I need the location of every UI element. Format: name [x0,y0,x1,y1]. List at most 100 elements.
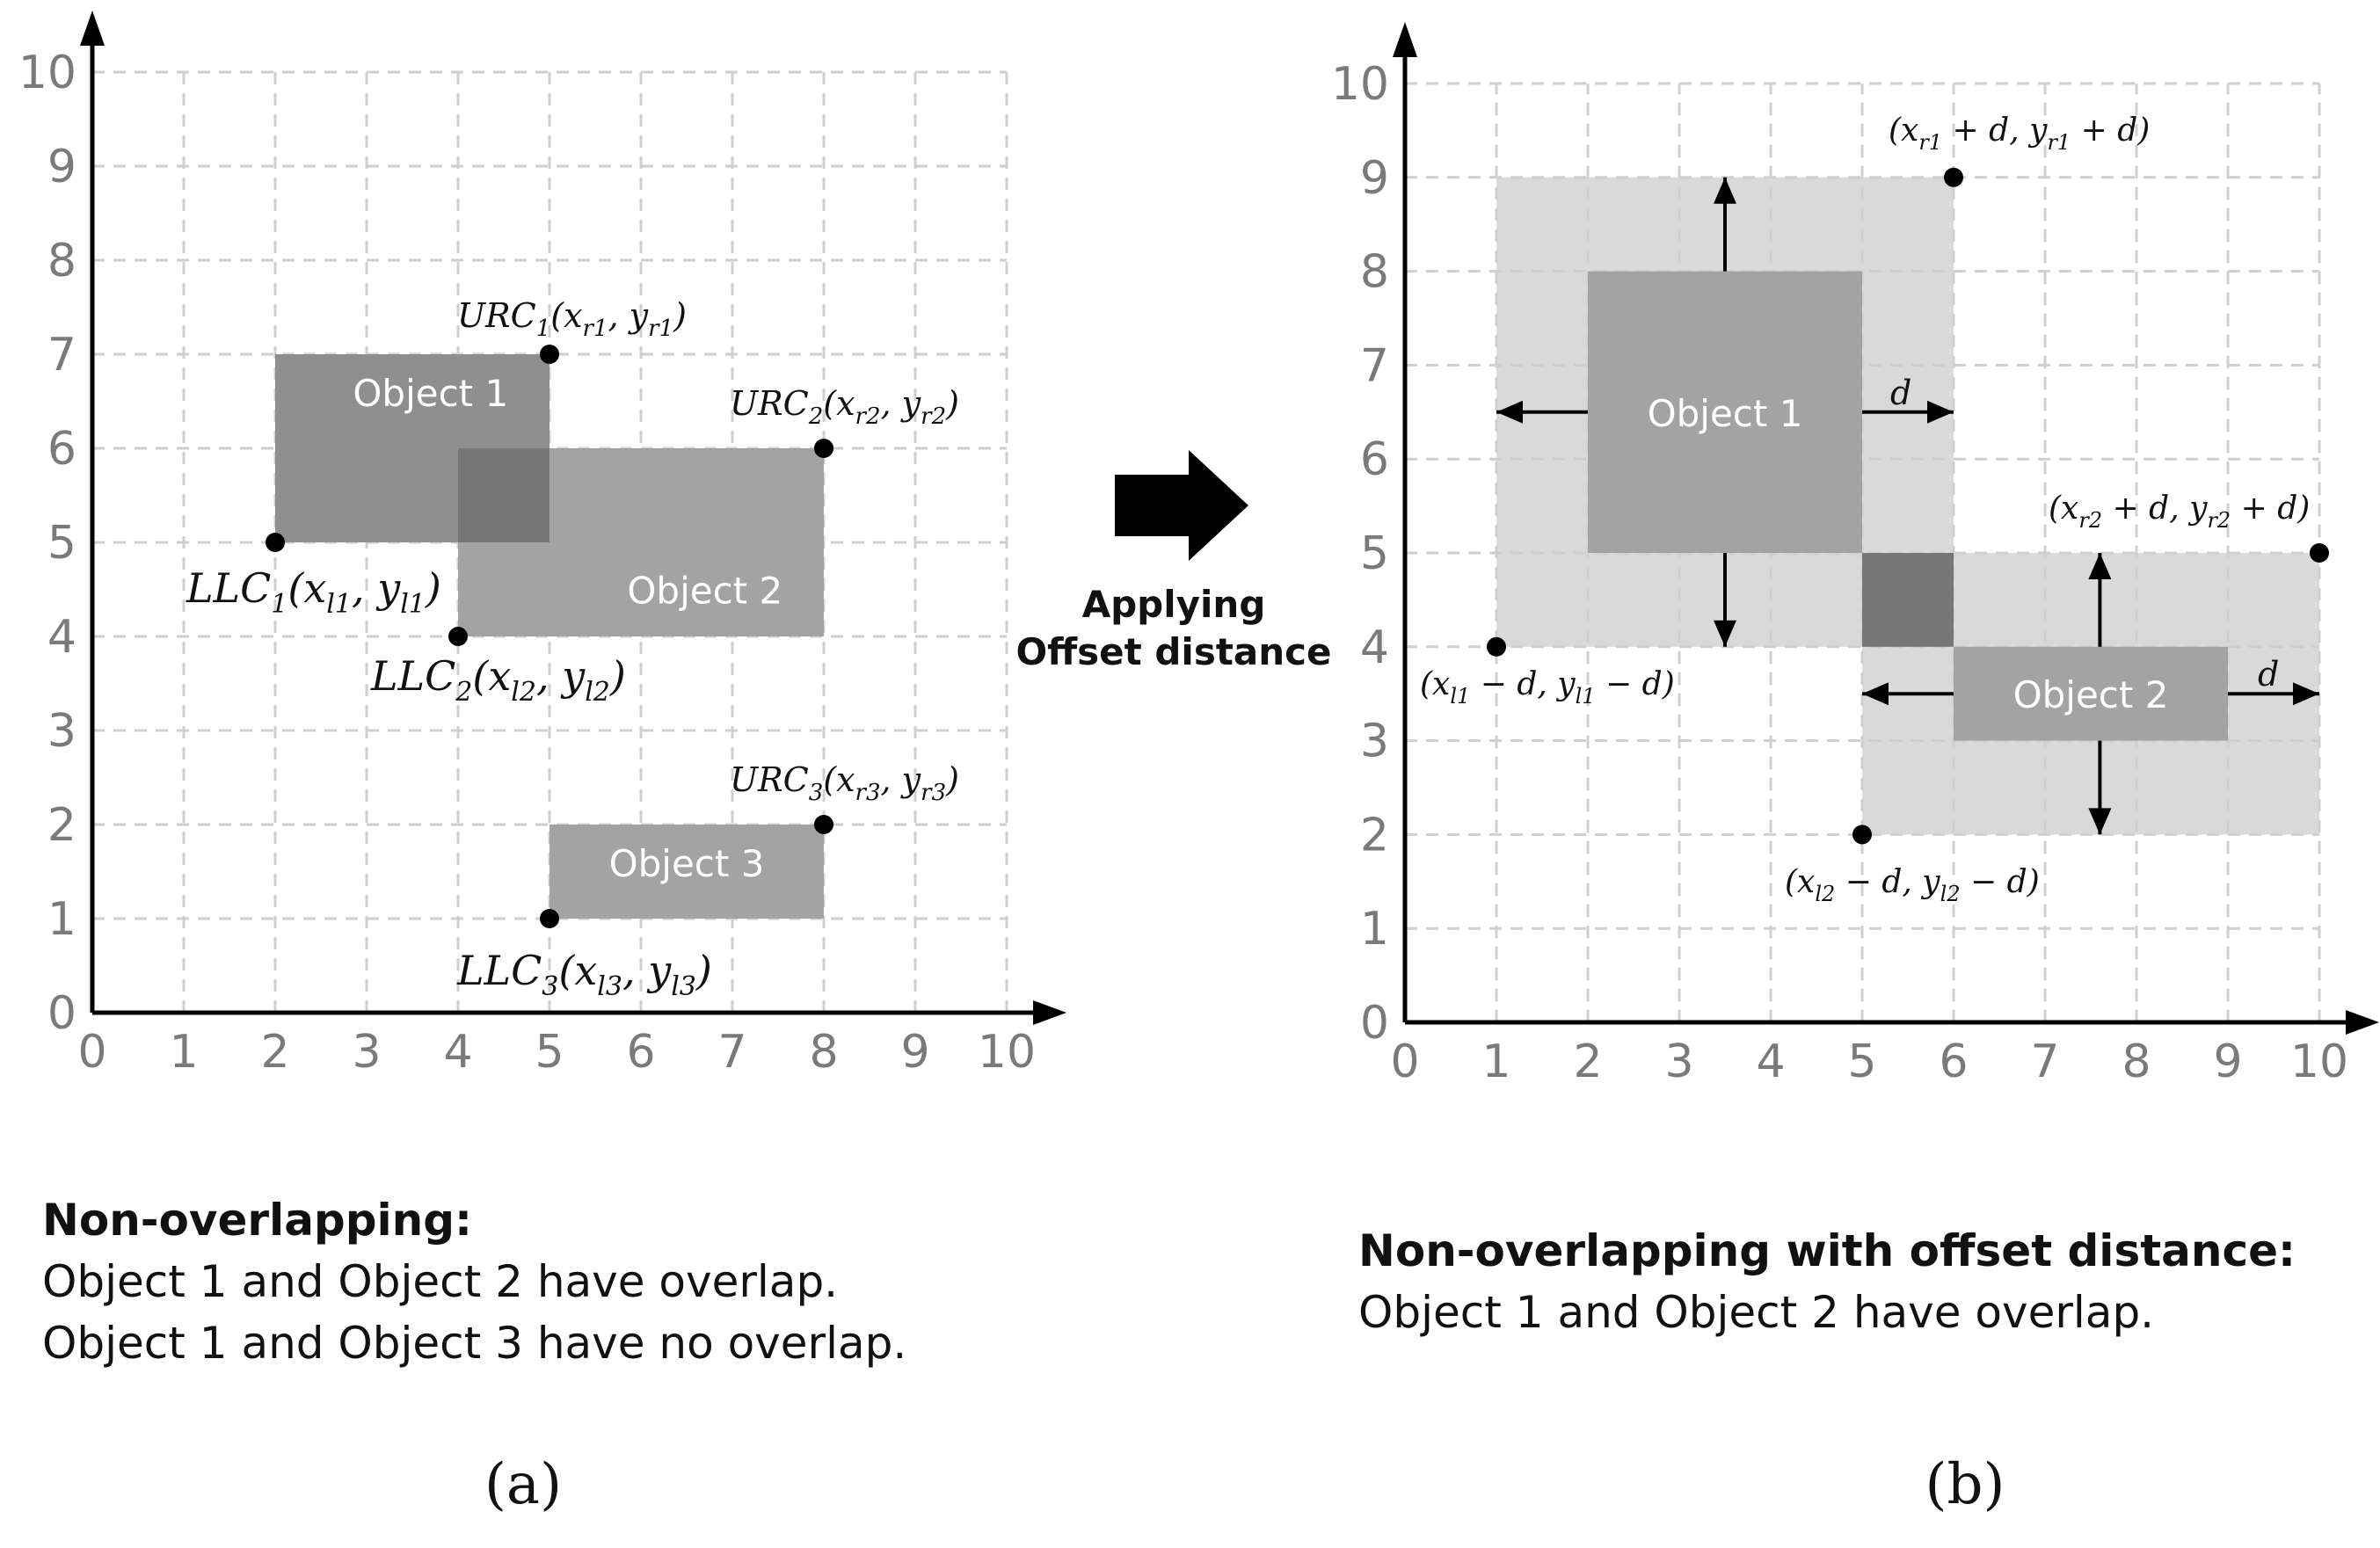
x-tick-label: 4 [443,1026,472,1079]
offset-urc2-point [2310,543,2329,563]
urc2-point [814,439,833,458]
y-tick-label: 9 [1360,152,1389,205]
overlap-region [1862,553,1954,647]
object-2-label: Object 2 [2013,673,2169,716]
transition-label-line2: Offset distance [1015,630,1331,673]
y-axis-arrow-icon [1393,22,1417,57]
x-tick-label: 9 [900,1026,929,1079]
y-tick-label: 5 [1360,527,1389,580]
x-axis-arrow-icon [2346,1010,2379,1035]
offset-urc1-point [1944,167,1963,187]
panel-b-offset-arrows [1496,177,2319,835]
x-tick-label: 8 [809,1026,838,1079]
panel-b-plot: Object 1 Object 2 00 1 1 2 2 3 3 4 4 5 5 6 6 7 7 8 8 9 9 10 1… [1331,22,2379,1088]
panel-a-points [266,345,833,928]
offset-llc2-label: (xl2 − d, yl2 − d) [1785,864,2040,906]
transition-label-line1: Applying [1082,583,1266,626]
llc2-label: LLC2(xl2, yl2) [370,652,626,708]
llc3-point [540,909,559,928]
overlap-region [458,448,550,542]
x-tick-label: 4 [1756,1036,1785,1088]
x-tick-label: 2 [260,1026,289,1079]
x-tick-label: 5 [535,1026,564,1079]
x-tick-label: 3 [352,1026,381,1079]
caption-a-line-1: Object 1 and Object 2 have overlap. [42,1256,838,1307]
y-tick-label: 6 [47,423,76,476]
y-tick-label: 1 [47,893,76,946]
x-tick-label: 7 [717,1026,746,1079]
panel-b-rects: Object 1 Object 2 [1588,271,2228,741]
object-1-label: Object 1 [353,372,508,415]
object-1-arrow-down-head-icon [1714,620,1736,647]
y-tick-label: 0 [47,987,76,1040]
panel-a-axes [80,11,1066,1025]
y-tick-label: 8 [1360,246,1389,299]
caption-a-title: Non-overlapping: [42,1195,472,1246]
x-tick-label: 1 [1481,1036,1510,1088]
panel-b-ticks: 00 1 1 2 2 3 3 4 4 5 5 6 6 7 7 8 8 9 9 10 10 [1331,58,2348,1088]
offset-d-label-2: d [2258,655,2279,694]
urc3-point [814,815,833,834]
x-tick-label: 6 [1939,1036,1968,1088]
object-1-arrow-right-head-icon [1927,400,1954,424]
caption-b: Non-overlapping with offset distance: Ob… [1358,1225,2296,1338]
y-tick-label: 4 [1360,621,1389,674]
object-3-rect [550,825,824,919]
x-tick-label: 10 [2290,1036,2348,1088]
x-tick-label: 3 [1664,1036,1693,1088]
panel-b-label: (b) [1925,1452,2005,1517]
panel-a-annotations: URC1(xr1, yr1) URC2(xr2, yr2) LLC1(xl1, … [186,296,959,1002]
x-tick-label: 2 [1573,1036,1602,1088]
object-1-arrow-left-head-icon [1496,400,1523,424]
object-2-arrow-right-head-icon [2293,682,2319,706]
y-tick-label: 7 [1360,339,1389,392]
x-tick-label: 0 [1390,1036,1419,1088]
offset-llc1-label: (xl1 − d, yl1 − d) [1420,666,1675,709]
object-2-arrow-down-head-icon [2088,808,2112,835]
urc1-point [540,345,559,364]
y-tick-label: 2 [1360,809,1389,861]
x-tick-label: 8 [2122,1036,2151,1088]
x-tick-label: 1 [169,1026,198,1079]
y-tick-label: 8 [47,235,76,287]
y-axis-arrow-icon [80,11,105,46]
right-arrow-icon [1115,450,1248,561]
offset-urc1-label: (xr1 + d, yr1 + d) [1889,113,2150,155]
object-2-rect [1954,646,2228,741]
offset-llc1-point [1487,636,1506,657]
offset-d-label-1: d [1890,374,1911,412]
panel-a-rects: Object 1 Object 2 Object 3 [275,354,824,919]
caption-a: Non-overlapping: Object 1 and Object 2 h… [42,1195,906,1369]
y-tick-label: 9 [47,141,76,193]
urc3-label: URC3(xr3, yr3) [730,760,959,806]
urc2-label: URC2(xr2, yr2) [730,384,959,430]
offset-urc2-label: (xr2 + d, yr2 + d) [2049,491,2310,533]
caption-a-line-2: Object 1 and Object 3 have no overlap. [42,1318,906,1369]
llc1-point [266,533,285,552]
llc1-label: LLC1(xl1, yl1) [186,564,441,620]
object-2-arrow-left-head-icon [1862,682,1889,706]
x-tick-label: 7 [2030,1036,2059,1088]
y-tick-label: 3 [47,705,76,758]
panel-b-annotations: (xr1 + d, yr1 + d) (xl1 − d, yl1 − d) (x… [1420,113,2310,906]
caption-b-line-1: Object 1 and Object 2 have overlap. [1358,1287,2154,1338]
object-3-label: Object 3 [609,842,765,885]
offset-llc2-point [1852,825,1872,845]
llc2-point [448,627,468,646]
panel-a-ticks: 00 1 1 2 2 3 3 4 4 5 5 6 6 7 7 8 8 9 9 10 10 [18,47,1036,1079]
y-tick-label: 1 [1360,903,1389,956]
y-tick-label: 7 [47,329,76,382]
panel-b-points [1487,167,2329,845]
object-1-label: Object 1 [1648,392,1803,435]
y-tick-label: 4 [47,611,76,664]
y-tick-label: 3 [1360,716,1389,768]
x-tick-label: 10 [978,1026,1036,1079]
y-tick-label: 2 [47,799,76,852]
object-1-rect [1588,271,1862,553]
caption-b-title: Non-overlapping with offset distance: [1358,1225,2296,1276]
x-axis-arrow-icon [1033,1000,1066,1025]
panel-a-label: (a) [484,1452,562,1517]
y-tick-label: 10 [1331,58,1389,111]
y-tick-label: 0 [1360,997,1389,1050]
